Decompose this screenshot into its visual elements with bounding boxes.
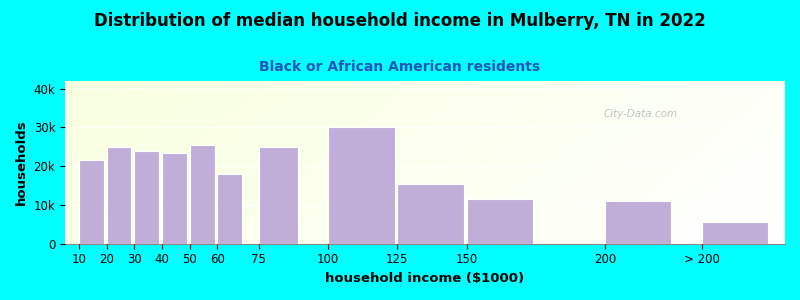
Bar bbox=[106, 147, 131, 244]
Bar bbox=[79, 160, 104, 244]
Bar bbox=[702, 222, 768, 244]
Bar bbox=[218, 174, 242, 244]
Text: Distribution of median household income in Mulberry, TN in 2022: Distribution of median household income … bbox=[94, 12, 706, 30]
Text: Black or African American residents: Black or African American residents bbox=[259, 60, 541, 74]
Bar bbox=[190, 145, 214, 244]
Text: City-Data.com: City-Data.com bbox=[604, 109, 678, 118]
Bar bbox=[328, 128, 394, 244]
Bar bbox=[134, 151, 159, 244]
Bar bbox=[162, 153, 187, 244]
Bar bbox=[605, 201, 671, 244]
Bar bbox=[259, 147, 298, 244]
Bar bbox=[466, 199, 533, 244]
Y-axis label: households: households bbox=[15, 119, 28, 205]
Bar bbox=[398, 184, 464, 244]
X-axis label: household income ($1000): household income ($1000) bbox=[326, 272, 525, 285]
